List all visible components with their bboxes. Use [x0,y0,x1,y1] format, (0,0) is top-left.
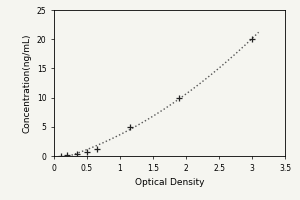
X-axis label: Optical Density: Optical Density [135,178,204,187]
Y-axis label: Concentration(ng/mL): Concentration(ng/mL) [22,33,31,133]
